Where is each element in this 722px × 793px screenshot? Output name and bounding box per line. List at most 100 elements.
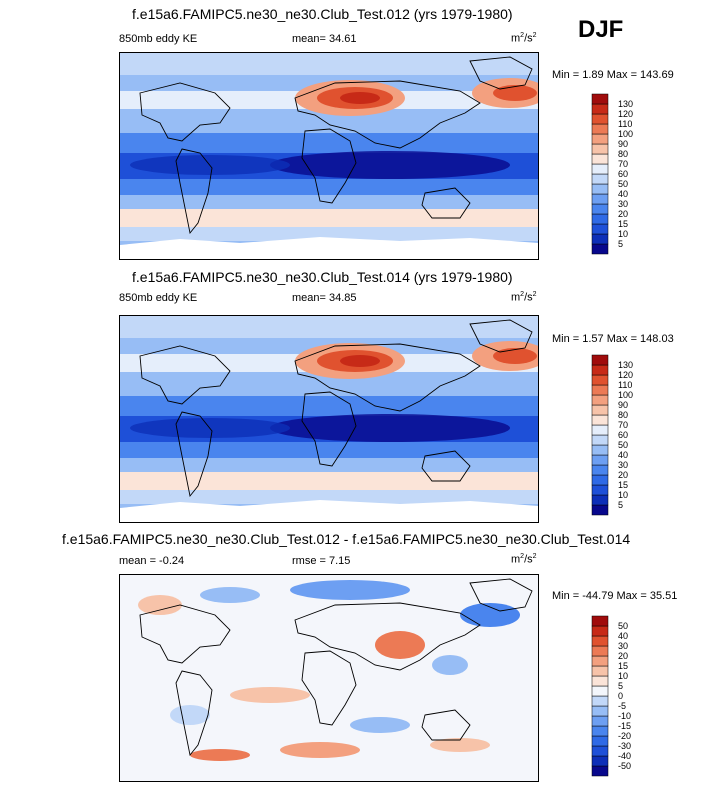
colorbar-box <box>591 384 609 396</box>
colorbar-tick-label: 40 <box>618 450 628 460</box>
panel3-colorbar: -50 -40 -30 -20 -15 -10 -5 0 5 10 15 20 30 40 50 <box>591 615 652 781</box>
colorbar-tick-label: -20 <box>618 731 631 741</box>
panel1-map <box>119 52 539 260</box>
colorbar-box <box>591 715 609 727</box>
colorbar-tick-label: 60 <box>618 430 628 440</box>
colorbar-tick-label: 40 <box>618 189 628 199</box>
colorbar-box <box>591 615 609 627</box>
colorbar-box <box>591 695 609 707</box>
panel1-variable-label: 850mb eddy KE <box>119 33 198 45</box>
colorbar-box <box>591 183 609 195</box>
colorbar-tick-label: 120 <box>618 109 633 119</box>
colorbar-box <box>591 424 609 436</box>
colorbar-box <box>591 374 609 386</box>
colorbar-tick-label: 5 <box>618 500 623 510</box>
colorbar-box <box>591 464 609 476</box>
colorbar-box <box>591 635 609 647</box>
colorbar-box <box>591 494 609 506</box>
colorbar-tick-label: 20 <box>618 209 628 219</box>
colorbar-box <box>591 163 609 175</box>
panel3-units: m2/s2 <box>511 553 537 566</box>
colorbar-tick-label: 100 <box>618 129 633 139</box>
colorbar-tick-label: -50 <box>618 761 631 771</box>
panel1-minmax: Min = 1.89 Max = 143.69 <box>552 69 674 81</box>
panel3-title: f.e15a6.FAMIPC5.ne30_ne30.Club_Test.012 … <box>62 531 631 547</box>
colorbar-box <box>591 765 609 777</box>
colorbar-box <box>591 103 609 115</box>
colorbar-box <box>591 454 609 466</box>
colorbar-tick-label: 30 <box>618 460 628 470</box>
colorbar-box <box>591 404 609 416</box>
panel2-variable-label: 850mb eddy KE <box>119 292 198 304</box>
colorbar-tick-label: 50 <box>618 179 628 189</box>
colorbar-tick-label: 5 <box>618 239 623 249</box>
colorbar-box <box>591 665 609 677</box>
panel1-colorbar: 5 10 15 20 30 40 50 60 70 80 90 100 110 120 130 <box>591 93 652 259</box>
colorbar-tick-label: 80 <box>618 149 628 159</box>
colorbar-tick-label: 15 <box>618 219 628 229</box>
colorbar-box <box>591 725 609 737</box>
colorbar-box <box>591 133 609 145</box>
colorbar-box <box>591 755 609 767</box>
colorbar-box <box>591 685 609 697</box>
colorbar-box <box>591 675 609 687</box>
colorbar-tick-label: 90 <box>618 400 628 410</box>
colorbar-box <box>591 243 609 255</box>
panel1-units: m2/s2 <box>511 32 537 45</box>
colorbar-tick-label: 100 <box>618 390 633 400</box>
colorbar-box <box>591 625 609 637</box>
colorbar-box <box>591 735 609 747</box>
panel1-title: f.e15a6.FAMIPC5.ne30_ne30.Club_Test.012 … <box>132 6 513 22</box>
panel2-title: f.e15a6.FAMIPC5.ne30_ne30.Club_Test.014 … <box>132 269 513 285</box>
colorbar-tick-label: -5 <box>618 701 626 711</box>
panel3-rmse-label: rmse = 7.15 <box>292 555 351 567</box>
colorbar-tick-label: 15 <box>618 480 628 490</box>
colorbar-tick-label: -40 <box>618 751 631 761</box>
colorbar-box <box>591 213 609 225</box>
colorbar-tick-label: -30 <box>618 741 631 751</box>
colorbar-tick-label: 15 <box>618 661 628 671</box>
colorbar-box <box>591 414 609 426</box>
colorbar-tick-label: -15 <box>618 721 631 731</box>
colorbar-box <box>591 705 609 717</box>
colorbar-box <box>591 113 609 125</box>
colorbar-tick-label: 50 <box>618 621 628 631</box>
colorbar-box <box>591 364 609 376</box>
colorbar-box <box>591 354 609 366</box>
panel2-map <box>119 315 539 523</box>
colorbar-box <box>591 484 609 496</box>
panel3-field <box>120 575 538 781</box>
colorbar-box <box>591 123 609 135</box>
colorbar-tick-label: 90 <box>618 139 628 149</box>
panel2-minmax: Min = 1.57 Max = 148.03 <box>552 333 674 345</box>
colorbar-box <box>591 655 609 667</box>
colorbar-tick-label: 130 <box>618 360 633 370</box>
colorbar-tick-label: 30 <box>618 641 628 651</box>
panel3-map <box>119 574 539 782</box>
panel2-field <box>120 316 538 522</box>
colorbar-box <box>591 504 609 516</box>
panel2-mean-label: mean= 34.85 <box>292 292 357 304</box>
colorbar-tick-label: 5 <box>618 681 623 691</box>
colorbar-tick-label: -10 <box>618 711 631 721</box>
colorbar-box <box>591 173 609 185</box>
colorbar-tick-label: 80 <box>618 410 628 420</box>
colorbar-tick-label: 10 <box>618 490 628 500</box>
panel3-mean-label: mean = -0.24 <box>119 555 185 567</box>
season-label: DJF <box>578 16 624 43</box>
panel1-field <box>120 53 538 259</box>
colorbar-box <box>591 645 609 657</box>
colorbar-tick-label: 120 <box>618 370 633 380</box>
colorbar-tick-label: 20 <box>618 470 628 480</box>
colorbar-box <box>591 193 609 205</box>
colorbar-box <box>591 745 609 757</box>
panel3-minmax: Min = -44.79 Max = 35.51 <box>552 590 678 602</box>
colorbar-box <box>591 434 609 446</box>
colorbar-tick-label: 110 <box>618 119 632 129</box>
colorbar-tick-label: 40 <box>618 631 628 641</box>
colorbar-box <box>591 143 609 155</box>
colorbar-tick-label: 60 <box>618 169 628 179</box>
